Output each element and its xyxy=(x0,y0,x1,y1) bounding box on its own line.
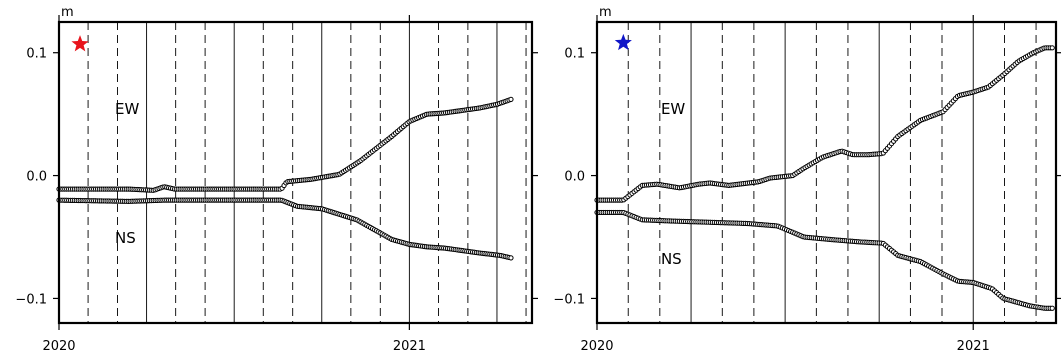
data-point xyxy=(508,255,514,261)
series-ns xyxy=(594,209,1055,311)
y-tick-label: 0.1 xyxy=(26,47,47,62)
series-ew xyxy=(594,45,1055,203)
data-point xyxy=(1049,305,1055,311)
y-unit-label: m xyxy=(61,5,74,20)
series-label-ew: EW xyxy=(115,100,139,118)
series-label-ns: NS xyxy=(115,229,136,247)
x-tick-label: 2020 xyxy=(42,339,75,354)
star-marker-icon xyxy=(71,35,89,52)
plot-frame xyxy=(595,20,1058,325)
series-label-ew: EW xyxy=(661,100,685,118)
y-tick-label: −0.1 xyxy=(553,292,585,307)
left-panel: EW NS 0.1 0.0 −0.1 2020 2021 m xyxy=(15,5,538,354)
x-tick-label: 2021 xyxy=(393,339,426,354)
right-panel: EW NS 0.1 0.0 −0.1 2020 2021 m xyxy=(553,5,1061,354)
series-ns xyxy=(56,197,514,261)
y-tick-label: 0.0 xyxy=(564,170,585,185)
y-tick-label: 0.0 xyxy=(26,170,47,185)
star-marker-icon xyxy=(614,33,632,51)
data-point xyxy=(508,96,514,103)
y-tick-label: −0.1 xyxy=(15,292,47,307)
y-unit-label: m xyxy=(599,5,612,20)
x-tick-label: 2021 xyxy=(957,339,990,354)
data-point xyxy=(1049,45,1055,51)
y-tick-label: 0.1 xyxy=(564,47,585,62)
series-ew xyxy=(56,96,514,193)
plot-frame xyxy=(57,20,534,325)
series-label-ns: NS xyxy=(661,250,682,268)
x-tick-label: 2020 xyxy=(580,339,613,354)
